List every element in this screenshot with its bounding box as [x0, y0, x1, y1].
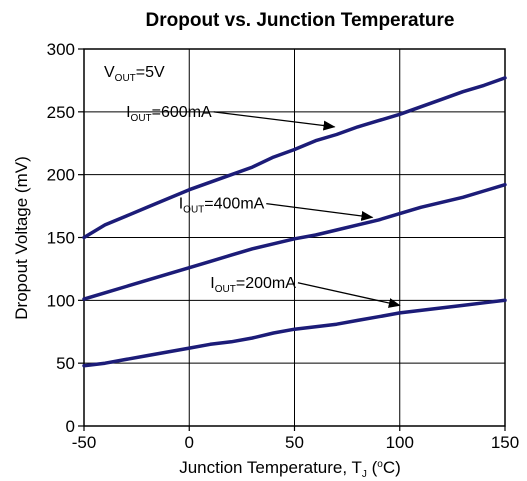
- annotation-arrow-1: [213, 111, 336, 131]
- annotation-arrow-2: [266, 202, 374, 221]
- y-axis-label: Dropout Voltage (mV): [12, 156, 31, 319]
- y-tick-label: 150: [47, 229, 75, 248]
- x-tick-label: 100: [386, 433, 414, 452]
- x-axis-ticks: -50 0 50 100 150: [72, 426, 519, 452]
- x-tick-label: 50: [285, 433, 304, 452]
- y-tick-label: 200: [47, 166, 75, 185]
- y-tick-label: 100: [47, 291, 75, 310]
- y-tick-label: 0: [66, 417, 75, 436]
- chart-title: Dropout vs. Junction Temperature: [146, 10, 455, 31]
- y-axis-ticks: 0 50 100 150 200 250 300: [47, 40, 84, 436]
- annotation-arrow-3: [297, 282, 401, 308]
- x-tick-label: 0: [185, 433, 194, 452]
- y-tick-label: 300: [47, 40, 75, 59]
- y-tick-label: 50: [56, 354, 75, 373]
- series-label-3: IOUT=200mA: [210, 275, 296, 295]
- series-annotations: IOUT=600mA IOUT=400mA IOUT=200mA: [126, 104, 401, 308]
- series-line-3: [82, 298, 507, 368]
- series-label-1: IOUT=600mA: [126, 104, 212, 124]
- series-line-1: [82, 76, 507, 240]
- series-label-2: IOUT=400mA: [179, 196, 265, 216]
- series-line-2: [82, 182, 507, 301]
- series-lines: [82, 76, 507, 368]
- y-tick-label: 250: [47, 103, 75, 122]
- x-tick-label: -50: [72, 433, 97, 452]
- x-tick-label: 150: [491, 433, 519, 452]
- x-axis-label: Junction Temperature, TJ (oC): [179, 458, 401, 480]
- vout-condition-label: VOUT=5V: [104, 64, 165, 84]
